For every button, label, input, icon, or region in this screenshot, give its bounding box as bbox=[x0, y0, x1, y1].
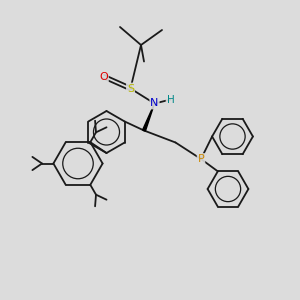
Text: P: P bbox=[198, 154, 204, 164]
Text: O: O bbox=[99, 71, 108, 82]
Polygon shape bbox=[142, 103, 154, 131]
Text: H: H bbox=[167, 94, 174, 105]
Text: S: S bbox=[127, 83, 134, 94]
Text: N: N bbox=[150, 98, 159, 109]
